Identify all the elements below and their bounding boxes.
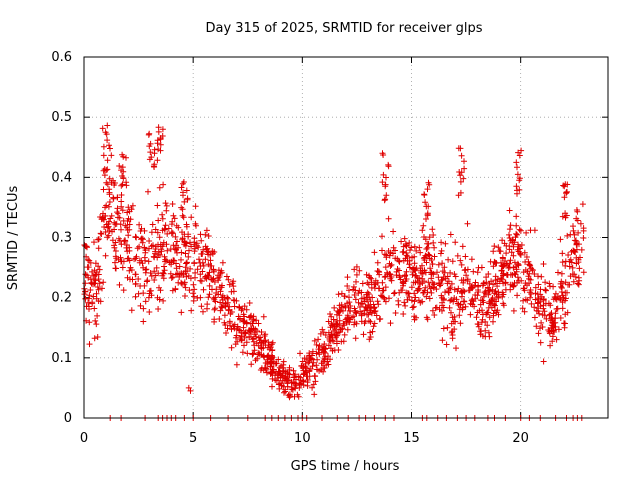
y-tick-label: 0.5 <box>51 110 72 125</box>
plot-frame <box>83 56 609 419</box>
x-tick-label: 20 <box>512 431 529 446</box>
x-tick-label: 5 <box>189 431 197 446</box>
y-tick-label: 0.4 <box>51 170 72 185</box>
x-tick-labels: 0 5 10 15 20 <box>80 431 529 446</box>
x-tick-label: 0 <box>80 431 88 446</box>
data-points <box>81 122 587 421</box>
chart-title: Day 315 of 2025, SRMTID for receiver glp… <box>205 21 482 36</box>
y-tick-labels: 0 0.1 0.2 0.3 0.4 0.5 0.6 <box>51 50 72 426</box>
y-tick-label: 0.2 <box>51 291 72 306</box>
scatter-plus-markers <box>81 122 587 421</box>
x-axis-label: GPS time / hours <box>291 459 400 474</box>
y-axis-label: SRMTID / TECUs <box>6 186 21 291</box>
x-tick-label: 10 <box>294 431 311 446</box>
y-tick-label: 0.3 <box>51 231 72 246</box>
y-tick-label: 0 <box>64 411 72 426</box>
y-tick-label: 0.6 <box>51 50 72 65</box>
x-tick-label: 15 <box>403 431 420 446</box>
grid-lines <box>84 57 608 418</box>
y-tick-label: 0.1 <box>51 351 72 366</box>
